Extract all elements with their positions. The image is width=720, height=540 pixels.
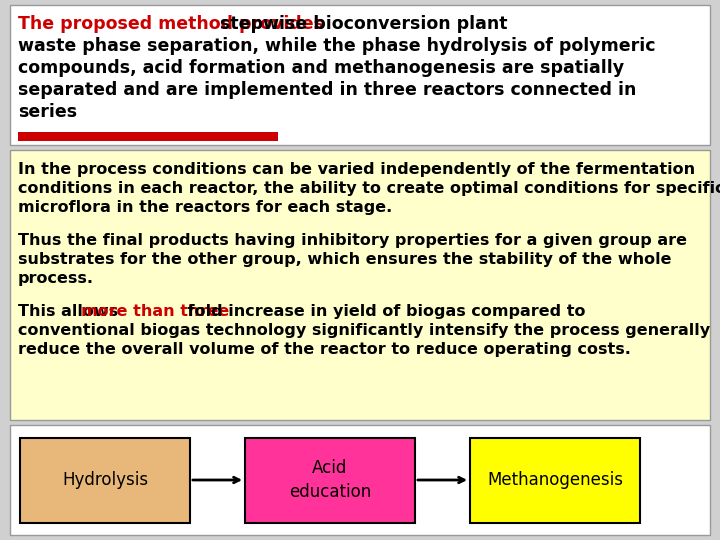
Bar bbox=[10, 425, 710, 535]
Text: conditions in each reactor, the ability to create optimal conditions for specifi: conditions in each reactor, the ability … bbox=[18, 181, 720, 196]
Bar bbox=[470, 437, 640, 523]
Text: Acid
education: Acid education bbox=[289, 459, 371, 501]
Bar bbox=[10, 150, 710, 420]
Text: substrates for the other group, which ensures the stability of the whole: substrates for the other group, which en… bbox=[18, 252, 672, 267]
Bar bbox=[245, 437, 415, 523]
Text: In the process conditions can be varied independently of the fermentation: In the process conditions can be varied … bbox=[18, 162, 695, 177]
Text: process.: process. bbox=[18, 271, 94, 286]
Bar bbox=[10, 5, 710, 145]
Text: compounds, acid formation and methanogenesis are spatially: compounds, acid formation and methanogen… bbox=[18, 59, 624, 77]
Text: waste phase separation, while the phase hydrolysis of polymeric: waste phase separation, while the phase … bbox=[18, 37, 655, 55]
Bar bbox=[18, 132, 278, 141]
Text: more than three: more than three bbox=[81, 304, 229, 319]
Text: fold increase in yield of biogas compared to: fold increase in yield of biogas compare… bbox=[182, 304, 585, 319]
Text: separated and are implemented in three reactors connected in: separated and are implemented in three r… bbox=[18, 81, 636, 99]
Text: This allows: This allows bbox=[18, 304, 124, 319]
Text: The proposed method provides: The proposed method provides bbox=[18, 15, 324, 33]
Text: microflora in the reactors for each stage.: microflora in the reactors for each stag… bbox=[18, 200, 392, 215]
Text: reduce the overall volume of the reactor to reduce operating costs.: reduce the overall volume of the reactor… bbox=[18, 342, 631, 357]
Text: Hydrolysis: Hydrolysis bbox=[62, 471, 148, 489]
Text: series: series bbox=[18, 103, 77, 121]
Text: conventional biogas technology significantly intensify the process generally: conventional biogas technology significa… bbox=[18, 323, 710, 338]
Text: stepwise bioconversion plant: stepwise bioconversion plant bbox=[214, 15, 508, 33]
Text: Thus the final products having inhibitory properties for a given group are: Thus the final products having inhibitor… bbox=[18, 233, 687, 248]
Text: Methanogenesis: Methanogenesis bbox=[487, 471, 623, 489]
Bar bbox=[20, 437, 190, 523]
